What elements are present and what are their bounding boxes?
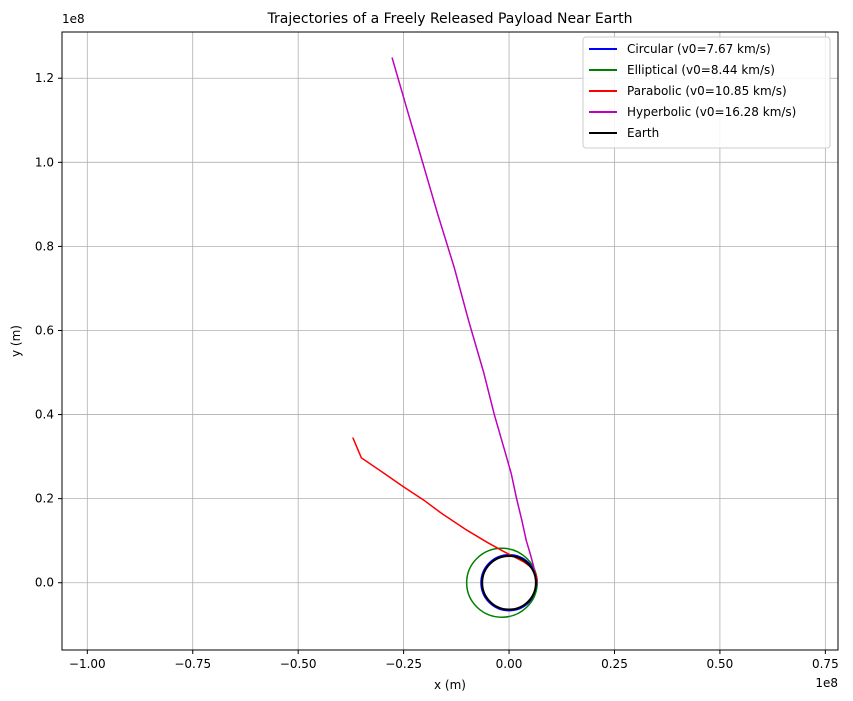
- x-tick-label: −0.50: [280, 657, 317, 671]
- x-tick-label: 0.50: [707, 657, 734, 671]
- series-earth: [481, 554, 537, 611]
- legend-entry: Elliptical (v0=8.44 km/s): [627, 63, 775, 77]
- y-tick-label: 1.0: [35, 155, 54, 169]
- y-tick-label: 0.2: [35, 492, 54, 506]
- y-axis-label: y (m): [9, 325, 23, 357]
- y-tick-label: 1.2: [35, 71, 54, 85]
- y-tick-label: 0.4: [35, 408, 54, 422]
- series-hyperbolic: [391, 57, 538, 584]
- y-tick-label: 0.0: [35, 576, 54, 590]
- x-tick-label: 0.75: [812, 657, 839, 671]
- x-axis-label: x (m): [434, 678, 466, 692]
- legend-entry: Parabolic (v0=10.85 km/s): [627, 84, 787, 98]
- x-tick-label: −0.75: [174, 657, 211, 671]
- y-tick-label: 0.8: [35, 239, 54, 253]
- legend-entry: Earth: [627, 126, 659, 140]
- y-offset-label: 1e8: [62, 12, 85, 26]
- series-layer: [352, 57, 538, 618]
- legend: Circular (v0=7.67 km/s) Elliptical (v0=8.…: [582, 36, 831, 149]
- legend-entry: Circular (v0=7.67 km/s): [627, 42, 771, 56]
- x-offset-label: 1e8: [815, 676, 838, 690]
- plot-frame: [61, 31, 839, 651]
- x-tick-label: −0.25: [385, 657, 422, 671]
- x-tick-label: −1.00: [69, 657, 106, 671]
- series-parabolic: [352, 437, 538, 584]
- legend-entry: Hyperbolic (v0=16.28 km/s): [627, 105, 796, 119]
- chart-title: Trajectories of a Freely Released Payloa…: [267, 11, 633, 27]
- y-tick-label: 0.6: [35, 323, 54, 337]
- legend-box: [582, 36, 831, 149]
- ticks: −1.00 −0.75 −0.50 −0.25 0.00 0.25 0.50 0.75 0.0 0…: [35, 71, 839, 671]
- x-tick-label: 0.00: [496, 657, 523, 671]
- x-tick-label: 0.25: [601, 657, 628, 671]
